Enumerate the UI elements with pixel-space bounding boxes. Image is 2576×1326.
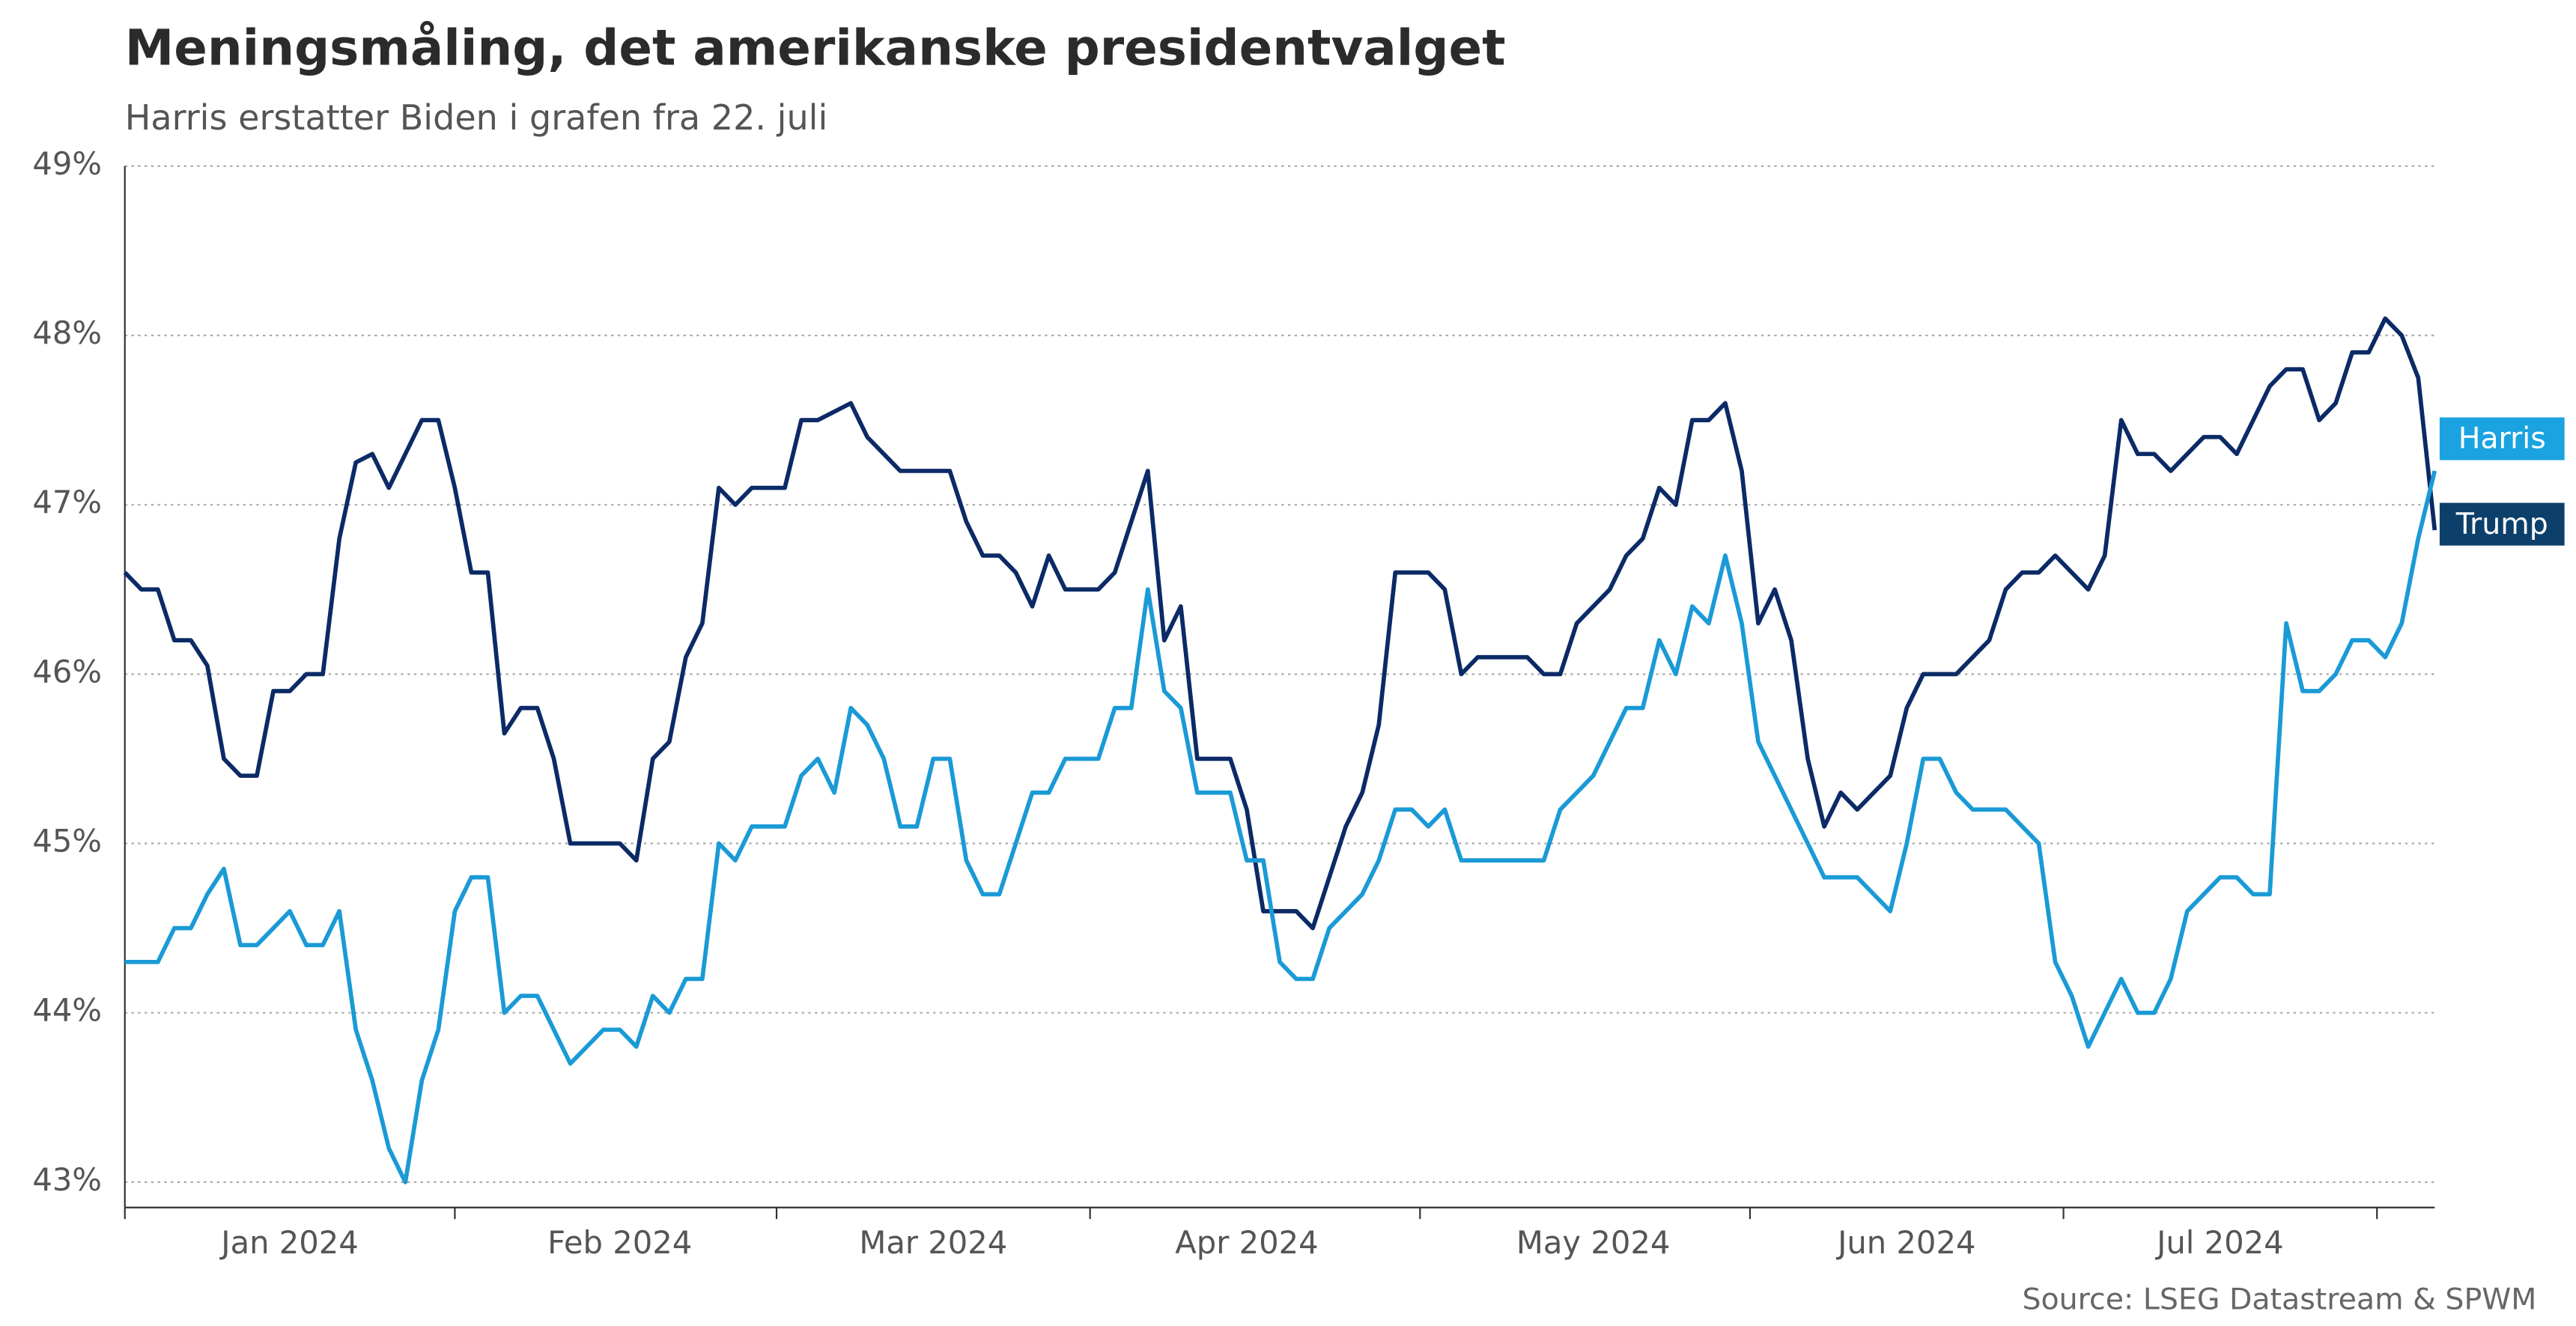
legend-label: Harris bbox=[2458, 422, 2546, 456]
x-tick-label: Apr 2024 bbox=[1175, 1224, 1318, 1261]
legend-label: Trump bbox=[2455, 507, 2548, 541]
x-tick-label: May 2024 bbox=[1516, 1224, 1670, 1261]
y-tick-label: 49% bbox=[32, 145, 102, 182]
chart-subtitle: Harris erstatter Biden i grafen fra 22. … bbox=[125, 97, 828, 138]
y-tick-label: 45% bbox=[32, 823, 102, 860]
x-tick-label: Jan 2024 bbox=[219, 1224, 359, 1261]
y-tick-label: 44% bbox=[32, 992, 102, 1029]
chart-title: Meningsmåling, det amerikanske president… bbox=[125, 19, 1506, 76]
x-tick-label: Jun 2024 bbox=[1835, 1224, 1975, 1261]
legend-box bbox=[2439, 417, 2565, 460]
legend-box bbox=[2439, 502, 2565, 546]
x-tick-label: Feb 2024 bbox=[547, 1224, 692, 1261]
y-tick-label: 47% bbox=[32, 484, 102, 520]
source: Source: LSEG Datastream & SPWM bbox=[2022, 1282, 2536, 1316]
series-line bbox=[124, 470, 2437, 1184]
series-line bbox=[123, 316, 2437, 931]
y-tick-label: 43% bbox=[32, 1161, 102, 1198]
x-tick-label: Jul 2024 bbox=[2154, 1224, 2284, 1261]
y-tick-label: 46% bbox=[32, 653, 102, 690]
x-tick-label: Mar 2024 bbox=[859, 1224, 1007, 1261]
y-tick-label: 48% bbox=[32, 314, 102, 351]
